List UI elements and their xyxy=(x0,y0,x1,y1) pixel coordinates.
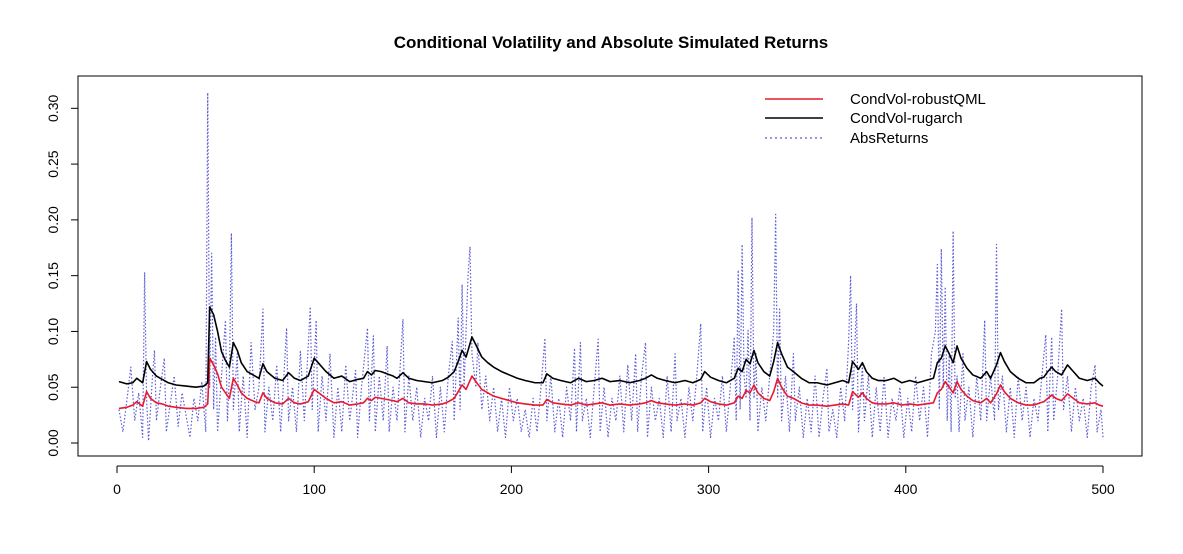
y-tick-label: 0.15 xyxy=(45,262,61,289)
y-axis: 0.00 0.05 0.10 0.15 0.20 0.25 0.30 xyxy=(45,94,79,457)
legend-label: CondVol-robustQML xyxy=(850,91,986,108)
y-tick-label: 0.20 xyxy=(45,206,61,233)
x-tick-label: 100 xyxy=(303,481,327,497)
y-tick-label: 0.05 xyxy=(45,373,61,400)
legend-label: CondVol-rugarch xyxy=(850,110,963,127)
legend-label: AbsReturns xyxy=(850,130,928,147)
x-tick-label: 200 xyxy=(500,481,524,497)
series-line-absreturns xyxy=(118,92,1104,442)
legend: CondVol-robustQML CondVol-rugarch AbsRetur… xyxy=(765,91,986,147)
y-tick-label: 0.00 xyxy=(45,429,61,456)
series-line-condvol-robustqml xyxy=(118,357,1104,410)
x-tick-label: 500 xyxy=(1091,481,1115,497)
chart-title: Conditional Volatility and Absolute Simu… xyxy=(394,33,828,52)
x-tick-label: 0 xyxy=(113,481,121,497)
x-axis: 0 100 200 300 400 500 xyxy=(113,465,1115,497)
y-tick-label: 0.25 xyxy=(45,150,61,177)
y-tick-label: 0.10 xyxy=(45,318,61,345)
series-layer xyxy=(118,92,1104,442)
x-tick-label: 400 xyxy=(894,481,918,497)
series-line-condvol-rugarch xyxy=(118,306,1104,389)
plot-frame xyxy=(77,75,1143,457)
x-tick-label: 300 xyxy=(697,481,721,497)
y-tick-label: 0.30 xyxy=(45,94,61,121)
